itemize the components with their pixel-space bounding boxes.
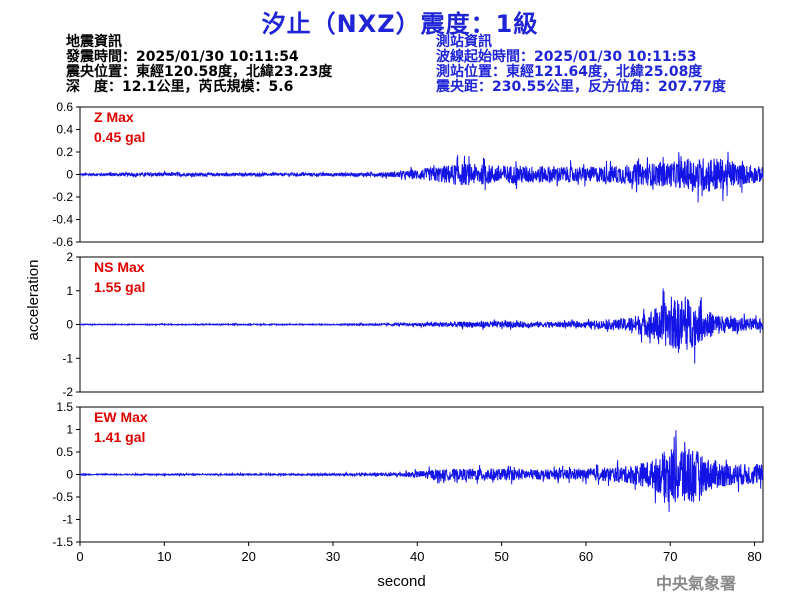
station-info-heading: 測站資訊 [436, 34, 492, 50]
ew-waveform [79, 430, 764, 512]
quake-depth-magnitude: 深 度：12.1公里，芮氏規模：5.6 [66, 79, 294, 95]
ew-max-value: 1.41 gal [94, 429, 145, 445]
y-axis-label: acceleration [25, 260, 42, 341]
x-tick-label: 40 [410, 549, 424, 564]
x-tick-label: 0 [76, 549, 83, 564]
x-tick-label: 20 [241, 549, 255, 564]
x-tick-label: 50 [494, 549, 508, 564]
station-wave-start: 波線起始時間：2025/01/30 10:11:53 [436, 49, 697, 65]
ew-y-tick-label: 1 [66, 423, 73, 437]
z-y-tick-label: -0.2 [52, 190, 73, 204]
z-y-tick-label: 0 [66, 168, 73, 182]
station-distance: 震央距：230.55公里，反方位角：207.77度 [436, 79, 727, 95]
x-tick-label: 30 [326, 549, 340, 564]
quake-info-block: 地震資訊 發震時間：2025/01/30 10:11:54 震央位置：東經120… [66, 35, 332, 95]
z-y-tick-label: -0.4 [52, 213, 73, 227]
quake-info-heading: 地震資訊 [66, 34, 122, 50]
ns-y-tick-label: 1 [66, 284, 73, 298]
quake-time: 發震時間：2025/01/30 10:11:54 [66, 49, 299, 65]
ew-y-tick-label: 0.5 [56, 445, 73, 459]
chart-title: 汐止（NXZ）震度：1級 [261, 10, 539, 38]
x-tick-label: 10 [157, 549, 171, 564]
station-location: 測站位置：東經121.64度，北緯25.08度 [436, 64, 703, 80]
quake-epicenter: 震央位置：東經120.58度，北緯23.23度 [66, 64, 333, 80]
ew-y-tick-label: -0.5 [52, 490, 73, 504]
agency-watermark: 中央氣象署 [656, 574, 737, 593]
z-max-label: Z Max [94, 109, 134, 125]
z-y-tick-label: 0.2 [56, 145, 73, 159]
station-info-block: 測站資訊 波線起始時間：2025/01/30 10:11:53 測站位置：東經1… [436, 35, 726, 95]
z-waveform [79, 151, 764, 203]
ns-max-label: NS Max [94, 259, 145, 275]
x-tick-label: 80 [747, 549, 761, 564]
ns-y-tick-label: -1 [62, 351, 73, 365]
ew-y-tick-label: 0 [66, 468, 73, 482]
x-axis-label: second [377, 573, 425, 590]
ew-max-label: EW Max [94, 409, 148, 425]
ns-y-tick-label: 0 [66, 318, 73, 332]
z-y-tick-label: 0.6 [56, 100, 73, 114]
x-tick-label: 60 [579, 549, 593, 564]
ew-y-tick-label: 1.5 [56, 400, 73, 414]
ns-y-tick-label: -2 [62, 385, 73, 399]
ew-y-tick-label: -1 [62, 513, 73, 527]
ns-y-tick-label: 2 [66, 250, 73, 264]
ns-waveform [79, 288, 764, 364]
z-y-tick-label: 0.4 [56, 123, 73, 137]
ns-max-value: 1.55 gal [94, 279, 145, 295]
z-max-value: 0.45 gal [94, 129, 145, 145]
z-y-tick-label: -0.6 [52, 235, 73, 249]
x-tick-label: 70 [663, 549, 677, 564]
ew-y-tick-label: -1.5 [52, 535, 73, 549]
